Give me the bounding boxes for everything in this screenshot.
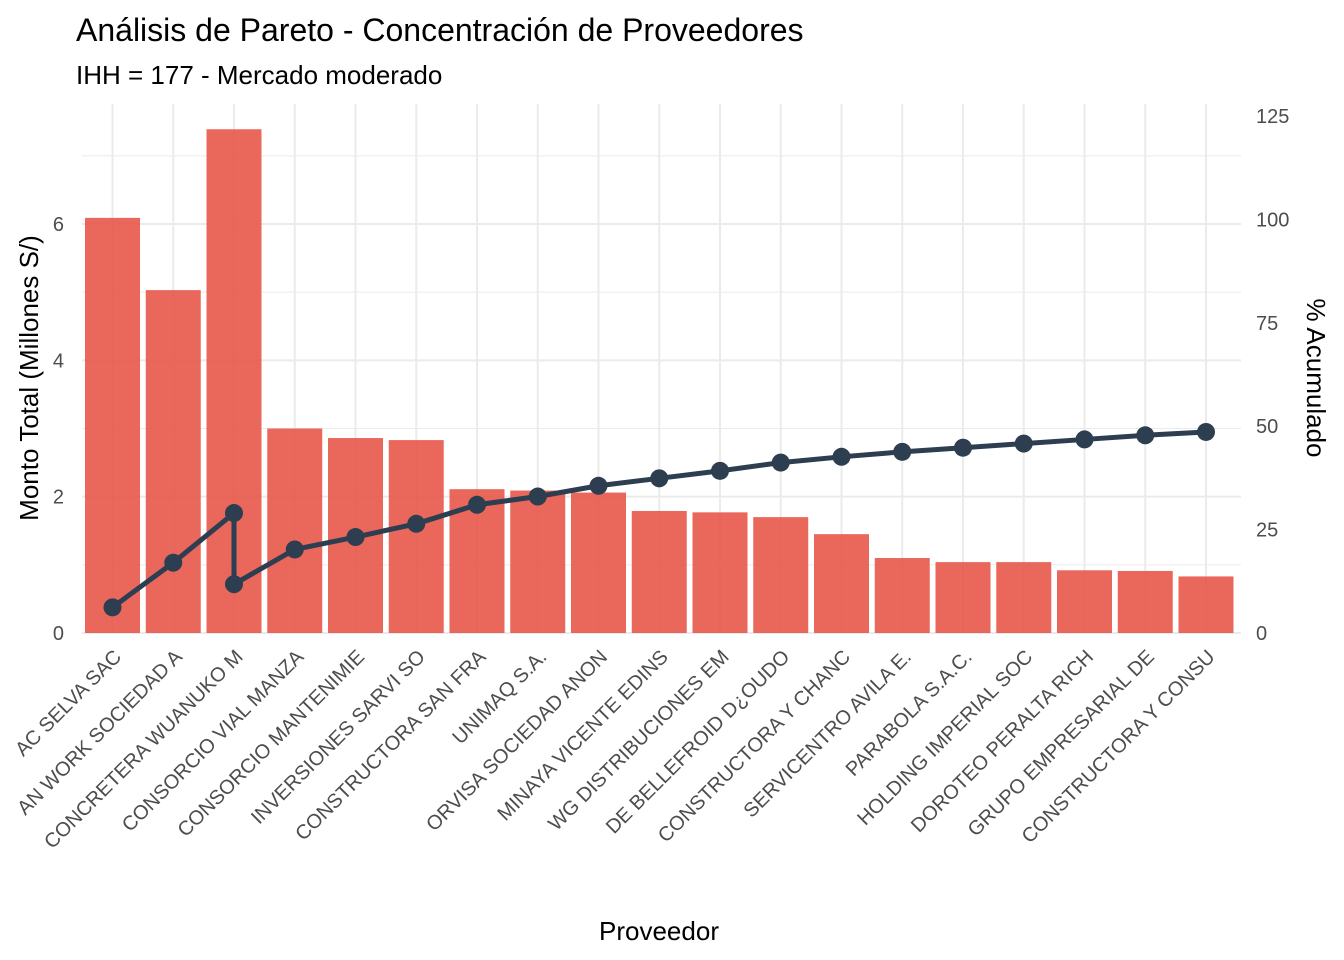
bar — [753, 517, 809, 633]
cumulative-point — [346, 528, 365, 547]
cumulative-point — [650, 469, 669, 488]
bar — [388, 440, 444, 633]
bar — [1057, 570, 1112, 633]
x-axis-title: Proveedor — [599, 916, 719, 946]
cumulative-point — [711, 461, 729, 480]
bar — [935, 562, 991, 633]
y2-axis-ticks: 0 25 50 75 100 125 — [1256, 106, 1289, 645]
cumulative-point — [954, 438, 972, 457]
bar — [631, 510, 687, 633]
cumulative-point — [1197, 422, 1215, 441]
cumulative-line — [103, 422, 1215, 617]
cumulative-point — [893, 442, 912, 461]
y2-tick-label: 100 — [1256, 209, 1289, 231]
bar — [510, 490, 566, 633]
cumulative-point — [285, 540, 304, 559]
bar — [814, 534, 869, 633]
y2-tick-label: 125 — [1256, 106, 1289, 128]
y2-tick-label: 50 — [1256, 416, 1278, 438]
y-tick-label: 2 — [53, 487, 64, 509]
cumulative-point — [103, 598, 122, 617]
y-axis-title: Monto Total (Millones S/) — [14, 235, 44, 521]
y-tick-label: 0 — [53, 623, 64, 645]
bar — [145, 290, 201, 633]
bar — [571, 492, 626, 633]
y-axis-ticks: 0 2 4 6 — [53, 214, 64, 645]
cumulative-point — [407, 514, 426, 533]
cumulative-point — [1014, 434, 1033, 453]
y2-axis-title: % Acumulado — [1301, 299, 1331, 458]
cumulative-point — [1075, 430, 1094, 449]
y2-tick-label: 75 — [1256, 313, 1278, 335]
bar — [1178, 576, 1234, 633]
cumulative-path — [111, 429, 1207, 610]
bar — [267, 428, 323, 633]
cumulative-point — [1136, 426, 1155, 445]
y-tick-label: 4 — [53, 350, 64, 372]
bar — [692, 512, 748, 633]
cumulative-point — [528, 487, 547, 506]
chart-title: Análisis de Pareto - Concentración de Pr… — [76, 12, 804, 48]
cumulative-point — [771, 453, 790, 472]
x-tick-label: AC SELVA SAC — [11, 646, 126, 761]
cumulative-point — [589, 476, 608, 495]
y-tick-label: 6 — [53, 214, 64, 236]
bar — [996, 562, 1052, 633]
bars — [85, 129, 1234, 634]
cumulative-point — [225, 504, 243, 523]
bar — [85, 217, 140, 634]
chart-subtitle: IHH = 177 - Mercado moderado — [76, 60, 442, 90]
y2-tick-label: 0 — [1256, 623, 1267, 645]
bar — [1117, 570, 1173, 633]
y2-tick-label: 25 — [1256, 520, 1278, 542]
cumulative-point — [225, 575, 243, 594]
bar — [874, 558, 930, 633]
cumulative-point — [164, 553, 183, 572]
cumulative-point — [468, 495, 486, 514]
cumulative-point — [832, 447, 851, 466]
